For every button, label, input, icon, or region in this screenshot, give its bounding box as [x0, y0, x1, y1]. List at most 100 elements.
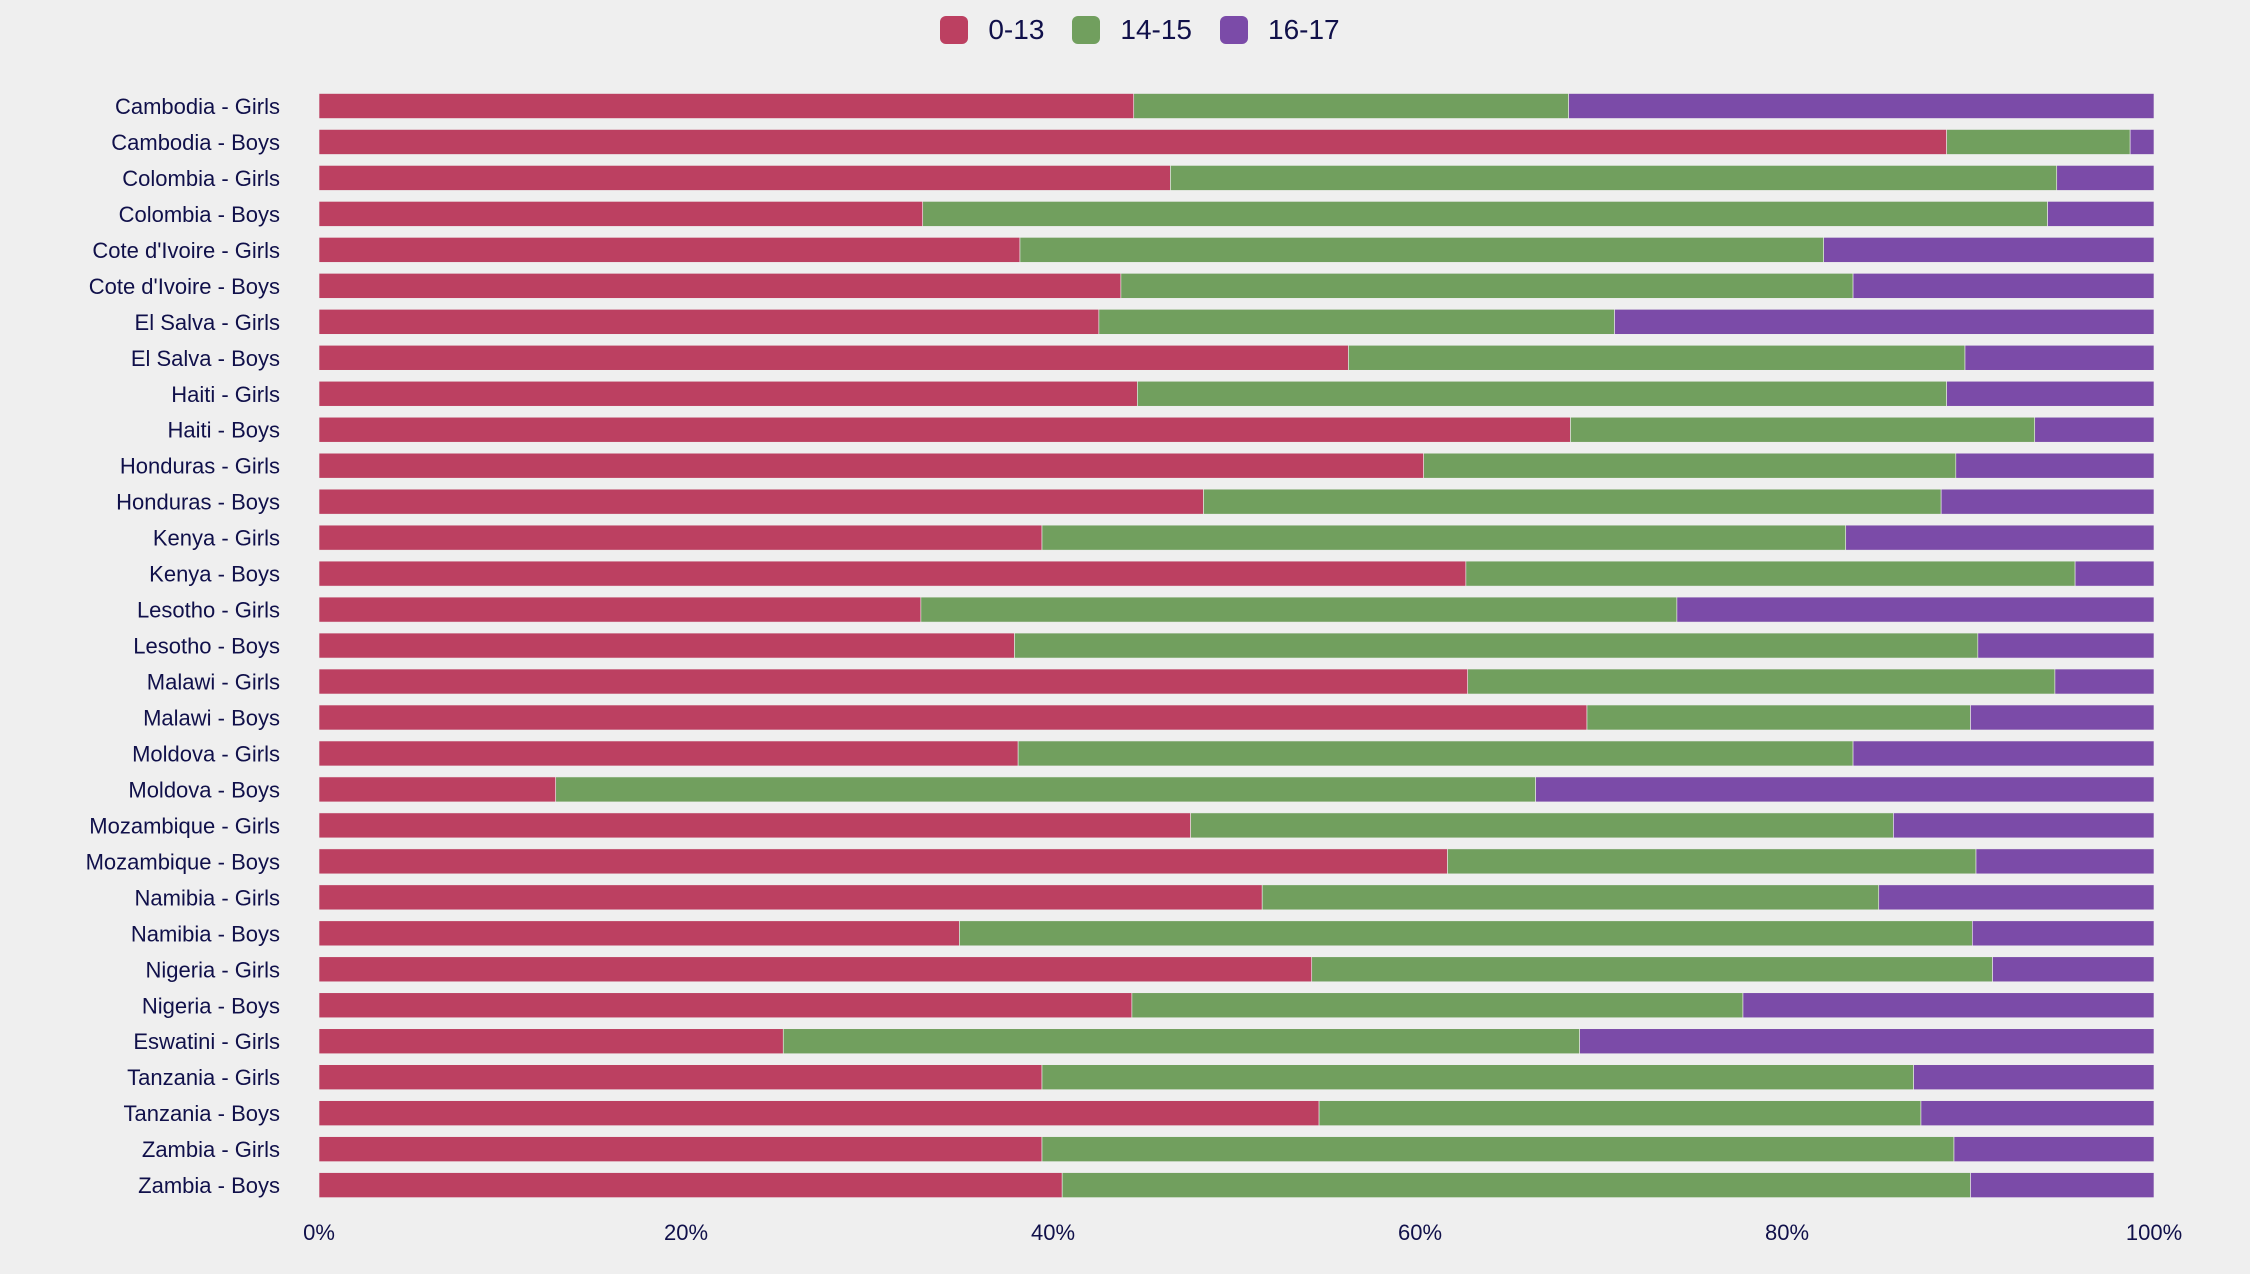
bar-segment-16-17[interactable] — [2054, 668, 2155, 695]
bar-segment-0-13[interactable] — [318, 1136, 1043, 1162]
bar-segment-14-15[interactable] — [1014, 632, 1979, 659]
bar-segment-14-15[interactable] — [1586, 704, 1971, 731]
bar-segment-0-13[interactable] — [318, 668, 1469, 695]
bar-segment-0-13[interactable] — [318, 380, 1138, 407]
bar-segment-0-13[interactable] — [318, 273, 1122, 299]
bar-segment-16-17[interactable] — [1913, 1064, 2155, 1090]
x-tick-label: 100% — [2126, 1220, 2182, 1245]
bar-segment-16-17[interactable] — [1742, 992, 2155, 1019]
bar-segment-16-17[interactable] — [2034, 416, 2155, 443]
bar-segment-16-17[interactable] — [1964, 344, 2155, 371]
bar-segment-14-15[interactable] — [1348, 344, 1966, 371]
bar-segment-14-15[interactable] — [1190, 812, 1894, 839]
bar-segment-0-13[interactable] — [318, 416, 1571, 443]
bar-segment-14-15[interactable] — [959, 920, 1973, 947]
bar-segment-16-17[interactable] — [1920, 1100, 2155, 1126]
bar-segment-16-17[interactable] — [1972, 920, 2155, 947]
bar-segment-14-15[interactable] — [1570, 416, 2036, 443]
bar-segment-14-15[interactable] — [1133, 93, 1569, 119]
bar-segment-14-15[interactable] — [1041, 524, 1847, 551]
bar-segment-14-15[interactable] — [1423, 452, 1957, 479]
bar-segment-16-17[interactable] — [1975, 848, 2155, 875]
bar-segment-0-13[interactable] — [318, 524, 1043, 551]
bar-segment-0-13[interactable] — [318, 596, 922, 623]
bar-segment-14-15[interactable] — [1447, 848, 1977, 875]
bar-segment-0-13[interactable] — [318, 93, 1135, 119]
bar-segment-16-17[interactable] — [1568, 93, 2155, 119]
bar-segment-14-15[interactable] — [1467, 668, 2056, 695]
bar-segment-14-15[interactable] — [1061, 1172, 1971, 1198]
bar-segment-16-17[interactable] — [1852, 740, 2155, 767]
bar-segment-16-17[interactable] — [1893, 812, 2155, 839]
bar-segment-0-13[interactable] — [318, 992, 1133, 1019]
bar-segment-14-15[interactable] — [1203, 488, 1942, 515]
bar-segment-16-17[interactable] — [2129, 129, 2155, 155]
bar-segment-0-13[interactable] — [318, 740, 1019, 767]
bar-segment-14-15[interactable] — [1019, 237, 1824, 263]
bar-segment-16-17[interactable] — [1970, 704, 2155, 731]
bar-segment-14-15[interactable] — [1041, 1136, 1955, 1162]
bar-segment-0-13[interactable] — [318, 165, 1171, 191]
bar-segment-16-17[interactable] — [2056, 165, 2155, 191]
bar-segment-0-13[interactable] — [318, 848, 1448, 875]
bar-segment-0-13[interactable] — [318, 812, 1191, 839]
bar-segment-14-15[interactable] — [1465, 560, 2076, 587]
bar-segment-0-13[interactable] — [318, 704, 1588, 731]
bar-segment-14-15[interactable] — [920, 596, 1678, 623]
bar-segment-16-17[interactable] — [1579, 1028, 2155, 1055]
bar-segment-16-17[interactable] — [1852, 273, 2155, 299]
bar-segment-0-13[interactable] — [318, 1028, 784, 1055]
bar-segment-16-17[interactable] — [1953, 1136, 2155, 1162]
legend-label: 0-13 — [988, 14, 1045, 45]
bar-segment-14-15[interactable] — [1946, 129, 2131, 155]
bar-segment-0-13[interactable] — [318, 1100, 1320, 1126]
bar-segment-14-15[interactable] — [1120, 273, 1854, 299]
bar-segment-14-15[interactable] — [1170, 165, 2058, 191]
bar-segment-14-15[interactable] — [1017, 740, 1854, 767]
bar-segment-16-17[interactable] — [2074, 560, 2155, 587]
legend-item[interactable]: 14-15 — [1072, 14, 1192, 46]
bar-segment-16-17[interactable] — [1823, 237, 2155, 263]
legend-item[interactable]: 16-17 — [1220, 14, 1340, 46]
bar-segment-14-15[interactable] — [782, 1028, 1580, 1055]
bar-segment-16-17[interactable] — [1946, 380, 2155, 407]
bar-segment-0-13[interactable] — [318, 201, 924, 227]
legend-label: 16-17 — [1268, 14, 1340, 45]
bar-segment-16-17[interactable] — [1940, 488, 2155, 515]
bar-segment-0-13[interactable] — [318, 632, 1015, 659]
bar-segment-0-13[interactable] — [318, 920, 960, 947]
bar-segment-0-13[interactable] — [318, 776, 557, 803]
category-label: Mozambique - Boys — [86, 849, 280, 874]
bar-segment-16-17[interactable] — [1992, 956, 2155, 983]
bar-segment-16-17[interactable] — [2047, 201, 2155, 227]
bar-segment-16-17[interactable] — [1970, 1172, 2155, 1198]
bar-segment-14-15[interactable] — [1098, 309, 1615, 335]
bar-segment-0-13[interactable] — [318, 1064, 1043, 1090]
legend-item[interactable]: 0-13 — [940, 14, 1044, 46]
bar-segment-14-15[interactable] — [1318, 1100, 1922, 1126]
bar-segment-14-15[interactable] — [1261, 884, 1880, 911]
bar-segment-0-13[interactable] — [318, 884, 1263, 911]
bar-segment-0-13[interactable] — [318, 488, 1204, 515]
bar-segment-16-17[interactable] — [1535, 776, 2155, 803]
bar-segment-16-17[interactable] — [1977, 632, 2155, 659]
bar-segment-14-15[interactable] — [555, 776, 1536, 803]
bar-segment-0-13[interactable] — [318, 560, 1467, 587]
bar-segment-14-15[interactable] — [1311, 956, 1993, 983]
bar-segment-0-13[interactable] — [318, 237, 1021, 263]
bar-segment-0-13[interactable] — [318, 129, 1947, 155]
bar-segment-14-15[interactable] — [1041, 1064, 1914, 1090]
bar-segment-14-15[interactable] — [1137, 380, 1947, 407]
bar-segment-0-13[interactable] — [318, 1172, 1063, 1198]
bar-segment-16-17[interactable] — [1676, 596, 2155, 623]
bar-segment-14-15[interactable] — [1131, 992, 1744, 1019]
bar-segment-0-13[interactable] — [318, 344, 1349, 371]
bar-segment-16-17[interactable] — [1614, 309, 2155, 335]
bar-segment-16-17[interactable] — [1845, 524, 2155, 551]
bar-segment-16-17[interactable] — [1955, 452, 2155, 479]
bar-segment-16-17[interactable] — [1878, 884, 2155, 911]
bar-segment-0-13[interactable] — [318, 956, 1313, 983]
bar-segment-0-13[interactable] — [318, 452, 1424, 479]
bar-segment-0-13[interactable] — [318, 309, 1100, 335]
bar-segment-14-15[interactable] — [922, 201, 2048, 227]
